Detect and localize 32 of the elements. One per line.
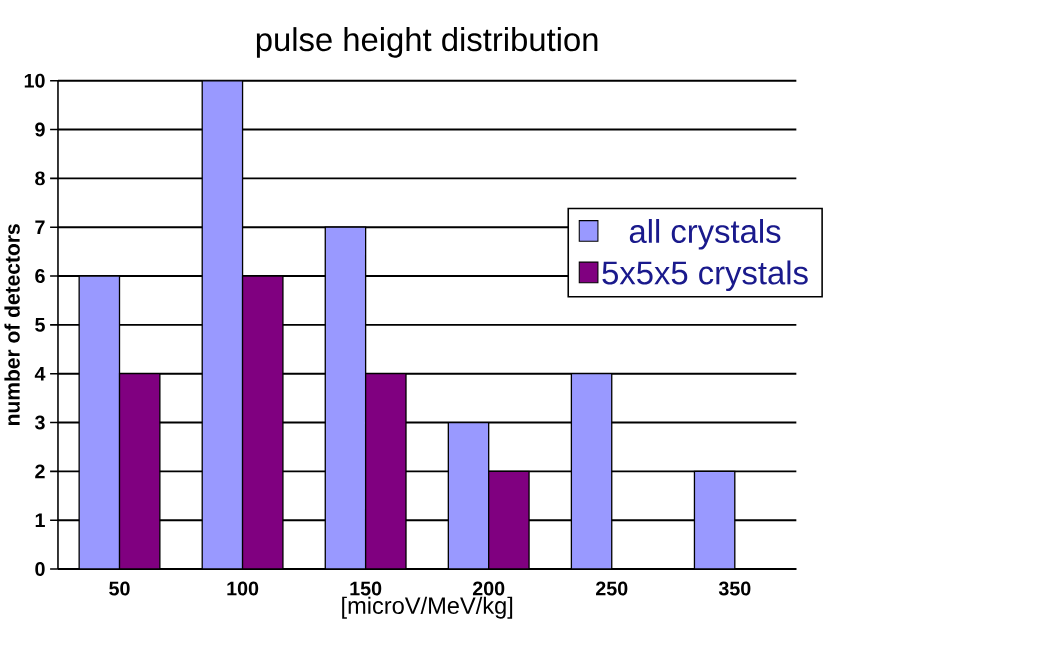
y-tick-label: 1 xyxy=(35,513,45,528)
y-tick-label: 10 xyxy=(24,73,45,88)
x-axis-title: [microV/MeV/kg] xyxy=(342,596,513,619)
bar xyxy=(79,276,120,570)
bar xyxy=(448,422,489,570)
y-tick-label: 0 xyxy=(35,562,45,577)
y-tick-label: 6 xyxy=(35,269,45,284)
bar xyxy=(242,276,283,570)
x-tick-label: 100 xyxy=(227,581,259,596)
y-tick-label: 2 xyxy=(35,464,45,479)
bar xyxy=(202,80,243,570)
y-tick-label: 8 xyxy=(35,171,45,186)
y-tick-label: 4 xyxy=(34,367,46,381)
y-tick-label: 7 xyxy=(35,220,45,235)
y-tick-label: 3 xyxy=(34,415,45,430)
x-tick-label: 150 xyxy=(350,581,382,596)
legend-label: 5x5x5 crystals xyxy=(602,260,808,292)
x-tick-label: 350 xyxy=(718,581,751,596)
x-tick-label: 50 xyxy=(109,581,130,596)
bar xyxy=(693,470,736,570)
bar xyxy=(325,227,366,570)
y-tick-label: 5 xyxy=(35,318,45,332)
chart-title: pulse height distribution xyxy=(256,27,598,58)
legend-label: all crystals xyxy=(629,219,781,250)
y-axis-title: number of detectors xyxy=(4,224,20,426)
bar xyxy=(571,373,612,570)
x-tick-label: 250 xyxy=(596,581,628,596)
bar xyxy=(365,373,406,570)
x-tick-label: 200 xyxy=(472,581,505,596)
y-tick-label: 9 xyxy=(35,122,45,137)
bar xyxy=(488,470,530,570)
bar xyxy=(119,373,160,570)
